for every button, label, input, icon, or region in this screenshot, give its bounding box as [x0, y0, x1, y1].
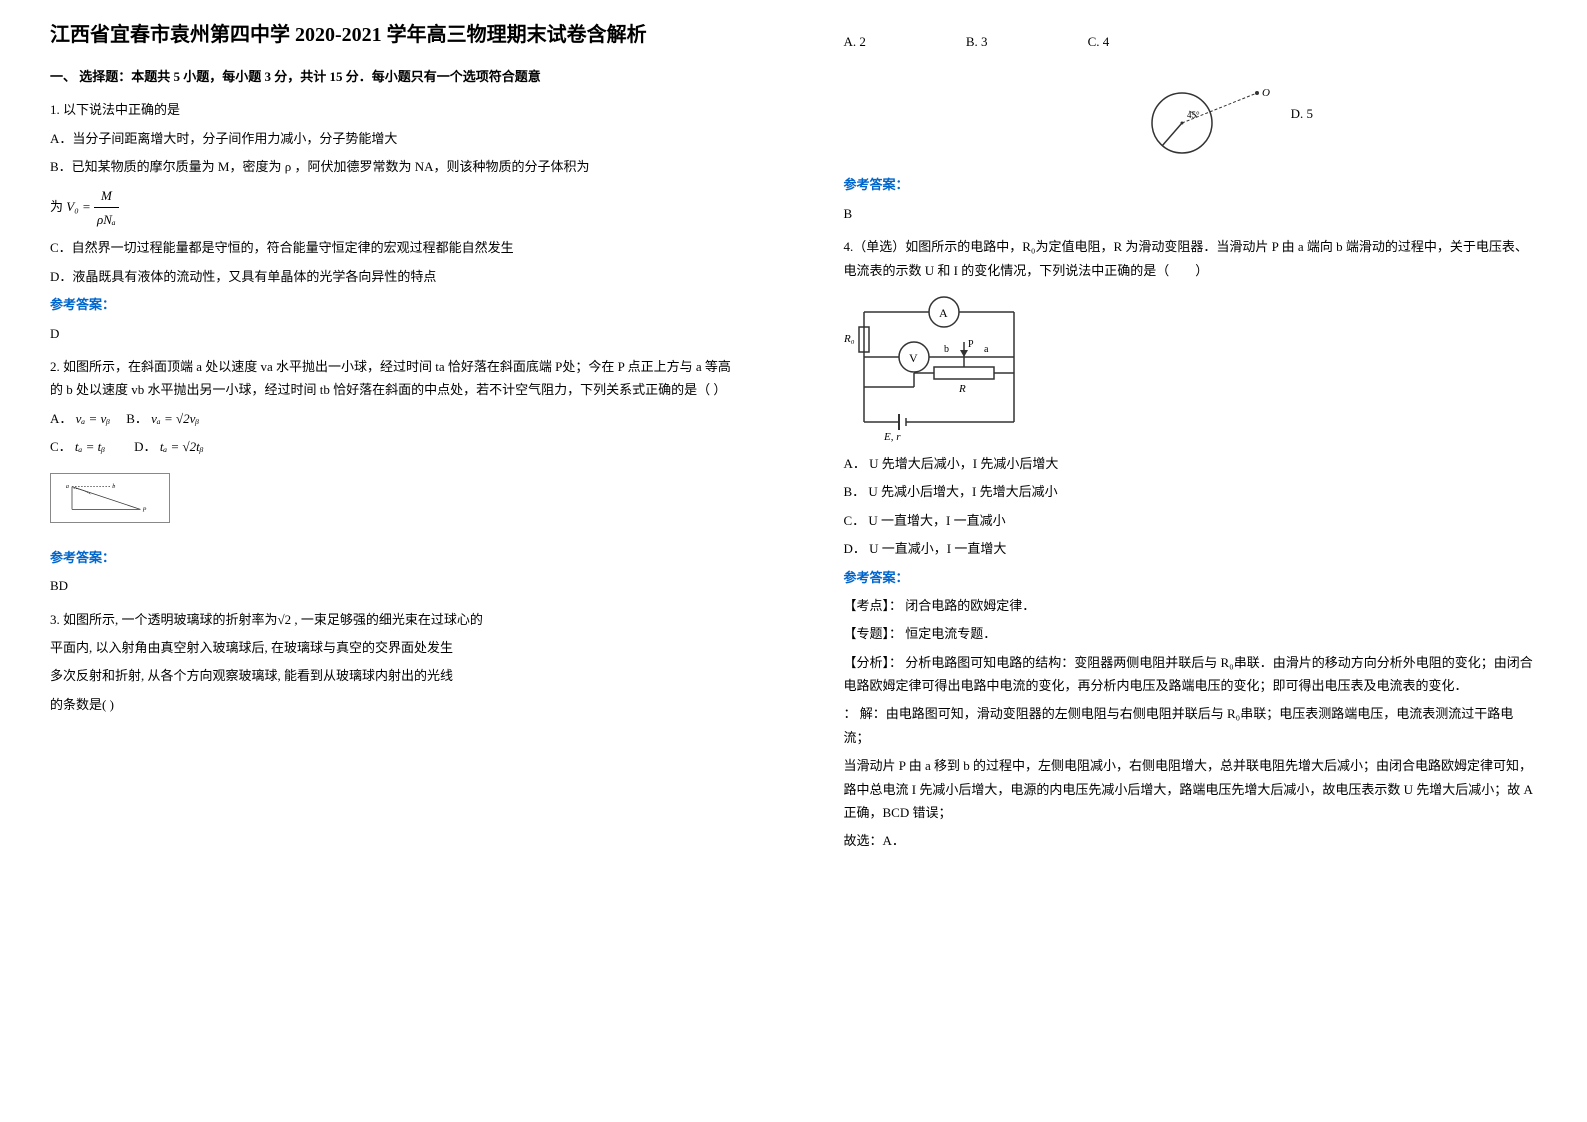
q1-stem: 1. 以下说法中正确的是: [50, 98, 744, 121]
svg-text:R₀: R₀: [844, 333, 855, 345]
q4-stem: 4.（单选）如图所示的电路中，R₀为定值电阻，R 为滑动变阻器．当滑动片 P 由…: [844, 235, 1538, 282]
q4-kaodian: 【考点】： 闭合电路的欧姆定律．: [844, 594, 1538, 617]
q2-opt-c-label: C．: [50, 439, 72, 454]
q1-option-d: D．液晶既具有液体的流动性，又具有单晶体的光学各向异性的特点: [50, 265, 744, 288]
svg-text:A: A: [939, 306, 948, 320]
q2-opt-b-label: B．: [126, 411, 148, 426]
q4-jie: ： 解：由电路图可知，滑动变阻器的左侧电阻与右侧电阻并联后与 R₀串联；电压表测…: [844, 702, 1538, 749]
svg-text:V: V: [909, 351, 918, 365]
q3-stem-1: 3. 如图所示, 一个透明玻璃球的折射率为√2 , 一束足够强的细光束在过球心的: [50, 608, 744, 631]
q1-b-lhs: V₀ =: [66, 198, 90, 213]
q3-answer-label: 参考答案：: [844, 173, 1538, 196]
q1-option-c: C．自然界一切过程能量都是守恒的，符合能量守恒定律的宏观过程都能自然发生: [50, 236, 744, 259]
q2-stem: 2. 如图所示，在斜面顶端 a 处以速度 va 水平抛出一小球，经过时间 ta …: [50, 355, 744, 402]
svg-text:b: b: [944, 344, 949, 355]
section-1-title: 一、 选择题：本题共 5 小题，每小题 3 分，共计 15 分．每小题只有一个选…: [50, 65, 744, 88]
q1-b-num: M: [94, 184, 119, 208]
q1-b-den: ρNₐ: [94, 208, 119, 231]
circuit-diagram: A R₀ V R b a P: [844, 292, 1044, 442]
right-column: A. 2 B. 3 C. 4 O 45° D. 5 参考答案： B 4.（单选）…: [794, 20, 1587, 1102]
q2-opt-d-label: D．: [134, 439, 156, 454]
q1-answer-label: 参考答案：: [50, 293, 744, 316]
q4-opt-a: A． U 先增大后减小，I 先减小后增大: [844, 452, 1538, 475]
q4-opt-c: C． U 一直增大，I 一直减小: [844, 509, 1538, 532]
q2-answer: BD: [50, 574, 744, 597]
svg-text:R: R: [958, 383, 966, 395]
q4-jie2: 当滑动片 P 由 a 移到 b 的过程中，左侧电阻减小，右侧电阻增大，总并联电阻…: [844, 754, 1538, 824]
q3-opt-a: A. 2: [844, 30, 866, 53]
svg-text:P: P: [968, 339, 974, 350]
q4-answer-label: 参考答案：: [844, 566, 1538, 589]
q3-opt-c: C. 4: [1088, 30, 1110, 53]
q2-options-row-2: C． tₐ = tᵦ D． tₐ = √2tᵦ: [50, 435, 744, 458]
left-column: 江西省宜春市袁州第四中学 2020-2021 学年高三物理期末试卷含解析 一、 …: [0, 20, 794, 1102]
q2-options-row-1: A． vₐ = vᵦ B． vₐ = √2vᵦ: [50, 407, 744, 430]
svg-text:a: a: [66, 485, 69, 491]
q4-fenxi: 【分析】： 分析电路图可知电路的结构：变阻器两侧电阻并联后与 R₀串联．由滑片的…: [844, 651, 1538, 698]
q4-opt-b: B． U 先减小后增大，I 先增大后减小: [844, 480, 1538, 503]
question-1: 1. 以下说法中正确的是 A．当分子间距离增大时，分子间作用力减小，分子势能增大…: [50, 98, 744, 345]
q4-opt-d: D． U 一直减小，I 一直增大: [844, 537, 1538, 560]
q2-opt-a-label: A．: [50, 411, 72, 426]
q3-opt-d: D. 5: [1291, 102, 1313, 125]
q4-jie3: 故选：A．: [844, 829, 1538, 852]
q1-b-prefix: 为: [50, 198, 63, 213]
q3-opt-b: B. 3: [966, 30, 988, 53]
document-title: 江西省宜春市袁州第四中学 2020-2021 学年高三物理期末试卷含解析: [50, 20, 744, 50]
q3-stem-3: 多次反射和折射, 从各个方向观察玻璃球, 能看到从玻璃球内射出的光线: [50, 664, 744, 687]
question-2: 2. 如图所示，在斜面顶端 a 处以速度 va 水平抛出一小球，经过时间 ta …: [50, 355, 744, 598]
question-3-continued: A. 2 B. 3 C. 4 O 45° D. 5 参考答案： B: [844, 30, 1538, 225]
incline-diagram: a b P: [50, 473, 170, 523]
svg-text:a: a: [984, 344, 989, 355]
svg-text:P: P: [142, 508, 147, 514]
svg-text:O: O: [1262, 87, 1270, 99]
svg-text:b: b: [112, 485, 115, 491]
question-4: 4.（单选）如图所示的电路中，R₀为定值电阻，R 为滑动变阻器．当滑动片 P 由…: [844, 235, 1538, 853]
q4-zhuanti: 【专题】： 恒定电流专题．: [844, 622, 1538, 645]
q3-stem-4: 的条数是( ): [50, 693, 744, 716]
sphere-diagram: O 45°: [1127, 68, 1287, 158]
svg-text:45°: 45°: [1187, 110, 1200, 120]
q1-option-b-text: B．已知某物质的摩尔质量为 M，密度为 ρ ，阿伏加德罗常数为 NA，则该种物质…: [50, 155, 744, 178]
q2-answer-label: 参考答案：: [50, 546, 744, 569]
q3-options-row-1: A. 2 B. 3 C. 4: [844, 30, 1538, 53]
q1-option-b-formula: 为 V₀ = M ρNₐ: [50, 184, 744, 232]
q1-option-a: A．当分子间距离增大时，分子间作用力减小，分子势能增大: [50, 127, 744, 150]
question-3: 3. 如图所示, 一个透明玻璃球的折射率为√2 , 一束足够强的细光束在过球心的…: [50, 608, 744, 717]
svg-text:E, r: E, r: [883, 431, 901, 442]
q2-opt-b-formula: vₐ = √2vᵦ: [151, 411, 199, 426]
q3-answer: B: [844, 202, 1538, 225]
q2-opt-d-formula: tₐ = √2tᵦ: [160, 439, 204, 454]
q2-opt-a-formula: vₐ = vᵦ: [76, 411, 110, 426]
q1-answer: D: [50, 322, 744, 345]
q3-stem-2: 平面内, 以入射角由真空射入玻璃球后, 在玻璃球与真空的交界面处发生: [50, 636, 744, 659]
q2-opt-c-formula: tₐ = tᵦ: [75, 439, 105, 454]
q1-b-fraction: M ρNₐ: [94, 184, 119, 232]
